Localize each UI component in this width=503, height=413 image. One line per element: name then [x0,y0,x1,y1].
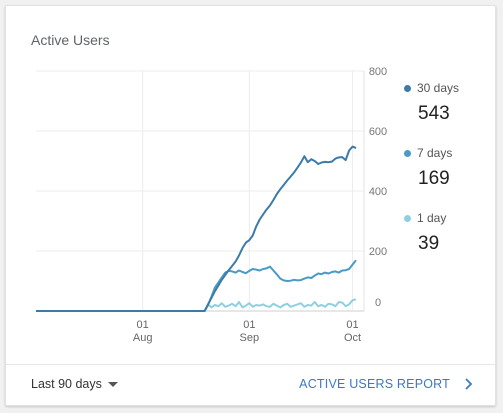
legend-item-1-day: 1 day 39 [404,211,446,255]
y-tick-label: 200 [369,246,387,258]
chevron-right-icon [465,378,473,390]
legend-item-7-days: 7 days 169 [404,146,452,190]
legend-label-1-day: 1 day [417,211,447,225]
legend-label-7-days: 7 days [417,146,453,160]
legend-dot-30-days [404,84,411,92]
date-range-label: Last 90 days [31,377,102,391]
legend-dot-1-day [404,214,411,222]
y-tick-label: 800 [369,66,387,78]
active-users-report-link[interactable]: ACTIVE USERS REPORT [299,377,473,391]
series-line-1-day [36,298,357,312]
footer-divider [6,364,495,365]
y-tick-label: 400 [369,186,387,198]
y-tick-label: 600 [369,126,387,138]
x-tick-sublabel: Oct [344,332,361,344]
active-users-card: Active Users 0 200 400 600 800 01 Aug 01 Sep 01 Oc… [5,5,496,406]
x-tick-label: 01 [346,319,358,331]
x-tick-sublabel: Sep [240,332,260,344]
legend-value-1-day: 39 [418,233,440,254]
y-tick-label: 0 [375,297,381,309]
x-tick-sublabel: Aug [133,332,153,344]
card-title: Active Users [31,32,110,48]
legend-value-30-days: 543 [418,103,450,124]
legend-label-30-days: 30 days [417,81,460,95]
x-tick-label: 01 [243,319,255,331]
date-range-dropdown[interactable]: Last 90 days [31,377,118,391]
caret-down-icon [107,381,118,387]
x-tick-label: 01 [137,319,149,331]
legend-dot-7-days [404,149,411,157]
series-line-30-days [36,145,357,312]
series-line-7-days [36,259,357,312]
legend-item-30-days: 30 days 543 [404,81,459,125]
report-link-label: ACTIVE USERS REPORT [299,377,450,391]
legend-value-7-days: 169 [418,168,450,189]
